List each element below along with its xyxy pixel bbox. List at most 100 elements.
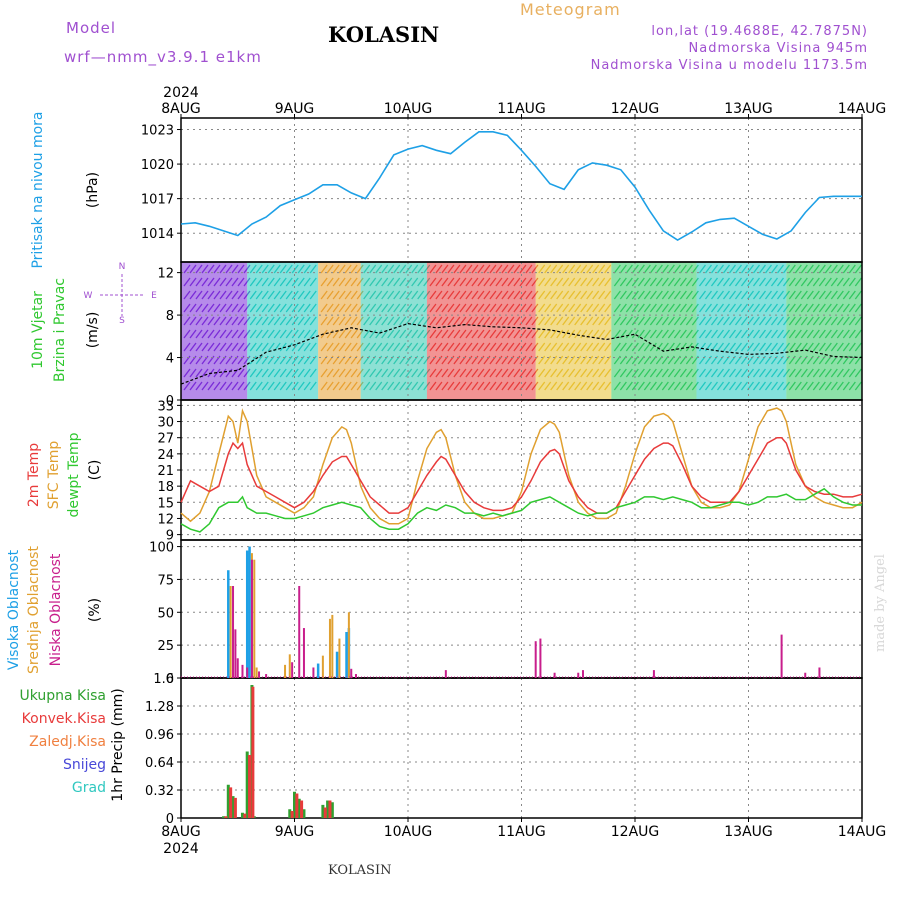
wind-barb	[405, 316, 413, 326]
wind-barb	[303, 342, 311, 352]
wind-barb	[519, 329, 527, 339]
wind-barb	[279, 277, 287, 287]
wind-barb	[604, 277, 612, 287]
wind-barb	[405, 381, 413, 391]
wind-barb	[734, 290, 742, 300]
wind-barb	[447, 264, 455, 274]
wind-barb	[830, 277, 838, 287]
wind-barb	[255, 329, 263, 339]
wind-barb	[320, 277, 328, 287]
wind-barb	[643, 264, 651, 274]
wind-barb	[399, 290, 407, 300]
cloud-bar	[354, 674, 357, 678]
meteogram-label: Meteogram	[520, 0, 621, 19]
wind-barb	[698, 277, 706, 287]
wind-barb	[183, 342, 191, 352]
wind-barb	[303, 277, 311, 287]
wind-barb	[562, 264, 570, 274]
precip-bar	[243, 813, 247, 818]
y-tick-label: 1020	[141, 158, 174, 173]
wind-barb	[231, 316, 239, 326]
wind-barb	[489, 303, 497, 313]
wind-barb	[770, 342, 778, 352]
wind-barb	[598, 329, 606, 339]
wind-barb	[375, 342, 383, 352]
wind-barb	[297, 329, 305, 339]
wind-barb	[453, 316, 461, 326]
wind-barb	[776, 277, 784, 287]
wind-barb	[580, 303, 588, 313]
wind-barb	[350, 277, 358, 287]
wind-barb	[842, 290, 850, 300]
wind-barb	[842, 381, 850, 391]
wind-axis-title: 10m Vjetar	[30, 291, 46, 369]
wind-barb	[562, 381, 570, 391]
wind-barb	[550, 277, 558, 287]
wind-barb	[471, 368, 479, 378]
wind-barb	[207, 342, 215, 352]
wind-barb	[598, 342, 606, 352]
wind-barb	[489, 290, 497, 300]
year-label-bottom: 2024	[163, 841, 199, 857]
wind-barb	[189, 277, 197, 287]
wind-barb	[291, 303, 299, 313]
wind-barb	[800, 277, 808, 287]
wind-barb	[320, 329, 328, 339]
wind-barb	[489, 329, 497, 339]
wind-barb	[489, 316, 497, 326]
wind-barb	[273, 303, 281, 313]
wind-barb	[291, 368, 299, 378]
wind-barb	[770, 368, 778, 378]
wind-barb	[788, 342, 796, 352]
wind-barb	[631, 290, 639, 300]
wind-barb	[776, 329, 784, 339]
wind-barb	[273, 277, 281, 287]
wind-barb	[637, 290, 645, 300]
wind-barb	[556, 290, 564, 300]
wind-barb	[619, 277, 627, 287]
pressure-axis-title: Pritisak na nivou mora	[30, 111, 46, 268]
wind-barb	[764, 264, 772, 274]
wind-barb	[538, 381, 546, 391]
wind-barb	[752, 316, 760, 326]
wind-barb	[338, 329, 346, 339]
cloud-bar	[284, 664, 287, 678]
wind-barb	[417, 381, 425, 391]
wind-barb	[758, 342, 766, 352]
wind-barb	[303, 290, 311, 300]
wind-barb	[538, 264, 546, 274]
wind-barb	[716, 329, 724, 339]
wind-barb	[740, 381, 748, 391]
wind-band	[611, 262, 697, 400]
wind-barb	[770, 290, 778, 300]
precip-bar	[226, 784, 230, 818]
wind-barb	[538, 342, 546, 352]
cloud-bar	[229, 586, 232, 678]
wind-barb	[231, 342, 239, 352]
wind-barb	[598, 290, 606, 300]
wind-barb	[375, 329, 383, 339]
cloud-bar	[288, 654, 291, 678]
wind-barb	[459, 290, 467, 300]
x-tick-label-bottom: 13AUG	[724, 824, 773, 840]
x-tick-label-top: 11AUG	[497, 101, 546, 117]
wind-band	[426, 262, 536, 400]
cloud-bar	[232, 586, 235, 678]
wind-barb	[231, 277, 239, 287]
wind-barb	[800, 368, 808, 378]
cloud-bar	[331, 614, 334, 678]
wind-barb	[667, 277, 675, 287]
wind-barb	[848, 368, 856, 378]
wind-barb	[698, 329, 706, 339]
wind-barb	[375, 381, 383, 391]
wind-barb	[291, 277, 299, 287]
precip-bar	[288, 809, 292, 818]
wind-barb	[441, 303, 449, 313]
wind-barb	[363, 342, 371, 352]
wind-barb	[285, 290, 293, 300]
wind-barb	[297, 316, 305, 326]
wind-barb	[519, 381, 527, 391]
y-tick-label: 18	[157, 480, 174, 495]
wind-barb	[800, 303, 808, 313]
